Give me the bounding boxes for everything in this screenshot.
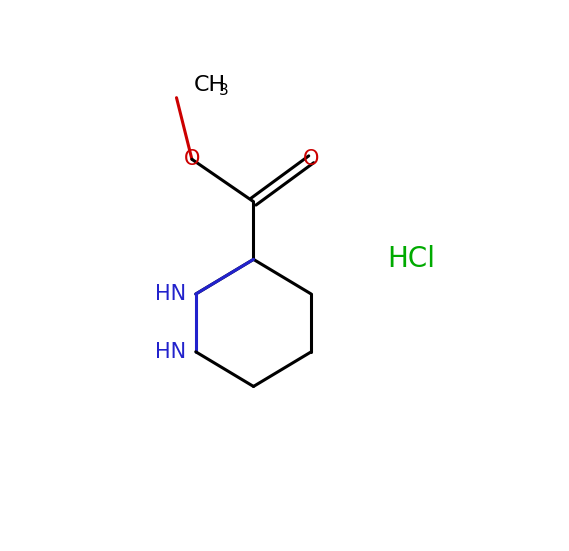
Text: O: O <box>303 149 319 169</box>
Text: CH: CH <box>193 74 225 95</box>
Text: HN: HN <box>155 342 187 362</box>
Text: HN: HN <box>155 284 187 304</box>
Text: HCl: HCl <box>387 245 435 273</box>
Text: 3: 3 <box>219 83 229 98</box>
Text: O: O <box>184 149 200 169</box>
